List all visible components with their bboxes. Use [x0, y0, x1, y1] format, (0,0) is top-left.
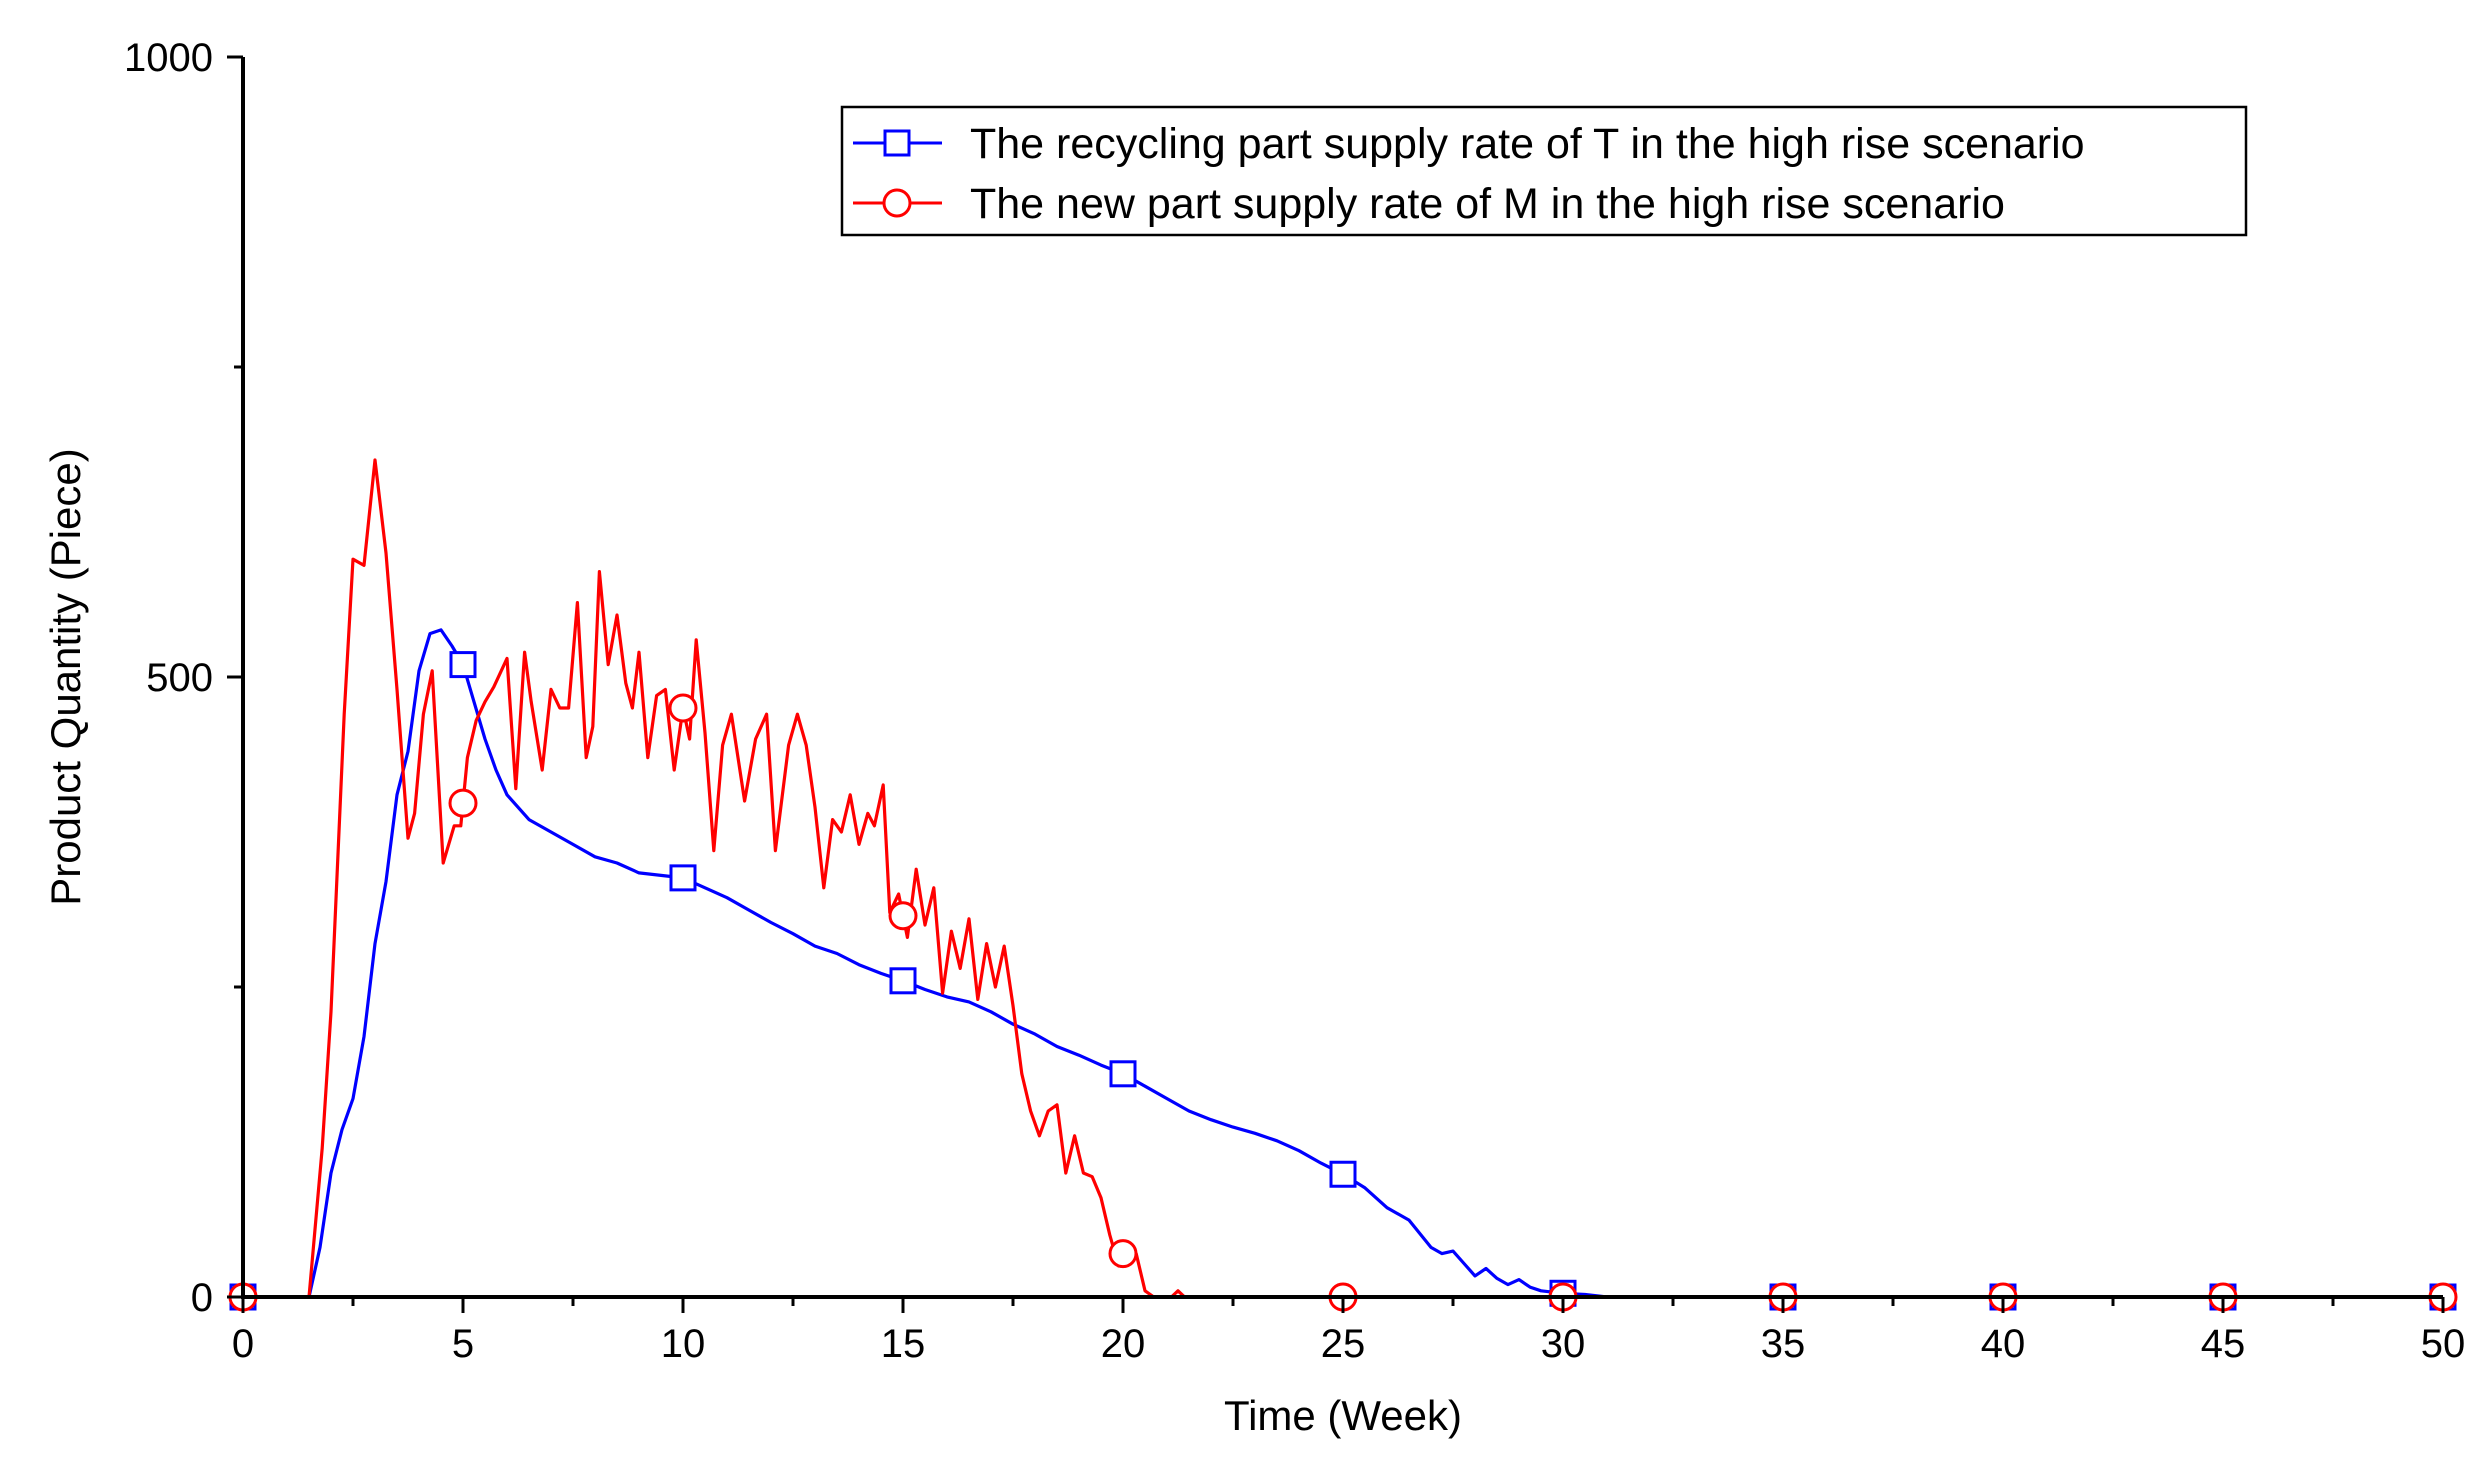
data-point-square: [1329, 1160, 1357, 1188]
x-tick-label: 0: [232, 1322, 254, 1366]
data-point-square: [669, 864, 697, 892]
x-tick-label: 10: [661, 1322, 706, 1366]
y-tick-label: 500: [146, 656, 213, 700]
x-tick-label: 45: [2201, 1322, 2246, 1366]
legend-box: [840, 105, 2248, 237]
data-point-square: [889, 967, 917, 995]
legend-swatch-marker-recycling: [883, 129, 911, 157]
x-tick-label: 50: [2421, 1322, 2466, 1366]
y-tick-label: 1000: [124, 36, 213, 80]
x-tick-label: 30: [1541, 1322, 1586, 1366]
series-recycling-T: [229, 628, 2457, 1311]
x-tick-label: 40: [1981, 1322, 2026, 1366]
y-axis-title: Product Quantity (Piece): [42, 448, 89, 906]
x-tick-label: 15: [881, 1322, 926, 1366]
plot-area: [228, 458, 2458, 1312]
x-tick-label: 20: [1101, 1322, 1146, 1366]
legend-swatch-marker-new: [882, 188, 912, 218]
data-point-square: [449, 651, 477, 679]
x-tick-label: 25: [1321, 1322, 1366, 1366]
x-tick-label: 35: [1761, 1322, 1806, 1366]
legend: The recycling part supply rate of T in t…: [840, 105, 2248, 237]
data-point-circle: [1108, 1239, 1138, 1269]
legend-label-new: The new part supply rate of M in the hig…: [970, 180, 2005, 228]
series-line: [243, 628, 2443, 1299]
data-point-square: [1109, 1060, 1137, 1088]
data-point-circle: [668, 693, 698, 723]
y-tick-label: 0: [191, 1276, 213, 1320]
x-axis-title: Time (Week): [1224, 1392, 1462, 1439]
x-tick-label: 5: [452, 1322, 474, 1366]
data-point-circle: [448, 788, 478, 818]
data-point-circle: [888, 901, 918, 931]
x-axis-ticks: 0 5 10 15 20 25 30 35 40 45 50: [232, 1297, 2465, 1366]
y-axis-ticks: 0 500 1000: [124, 36, 243, 1320]
legend-label-recycling: The recycling part supply rate of T in t…: [970, 120, 2085, 168]
